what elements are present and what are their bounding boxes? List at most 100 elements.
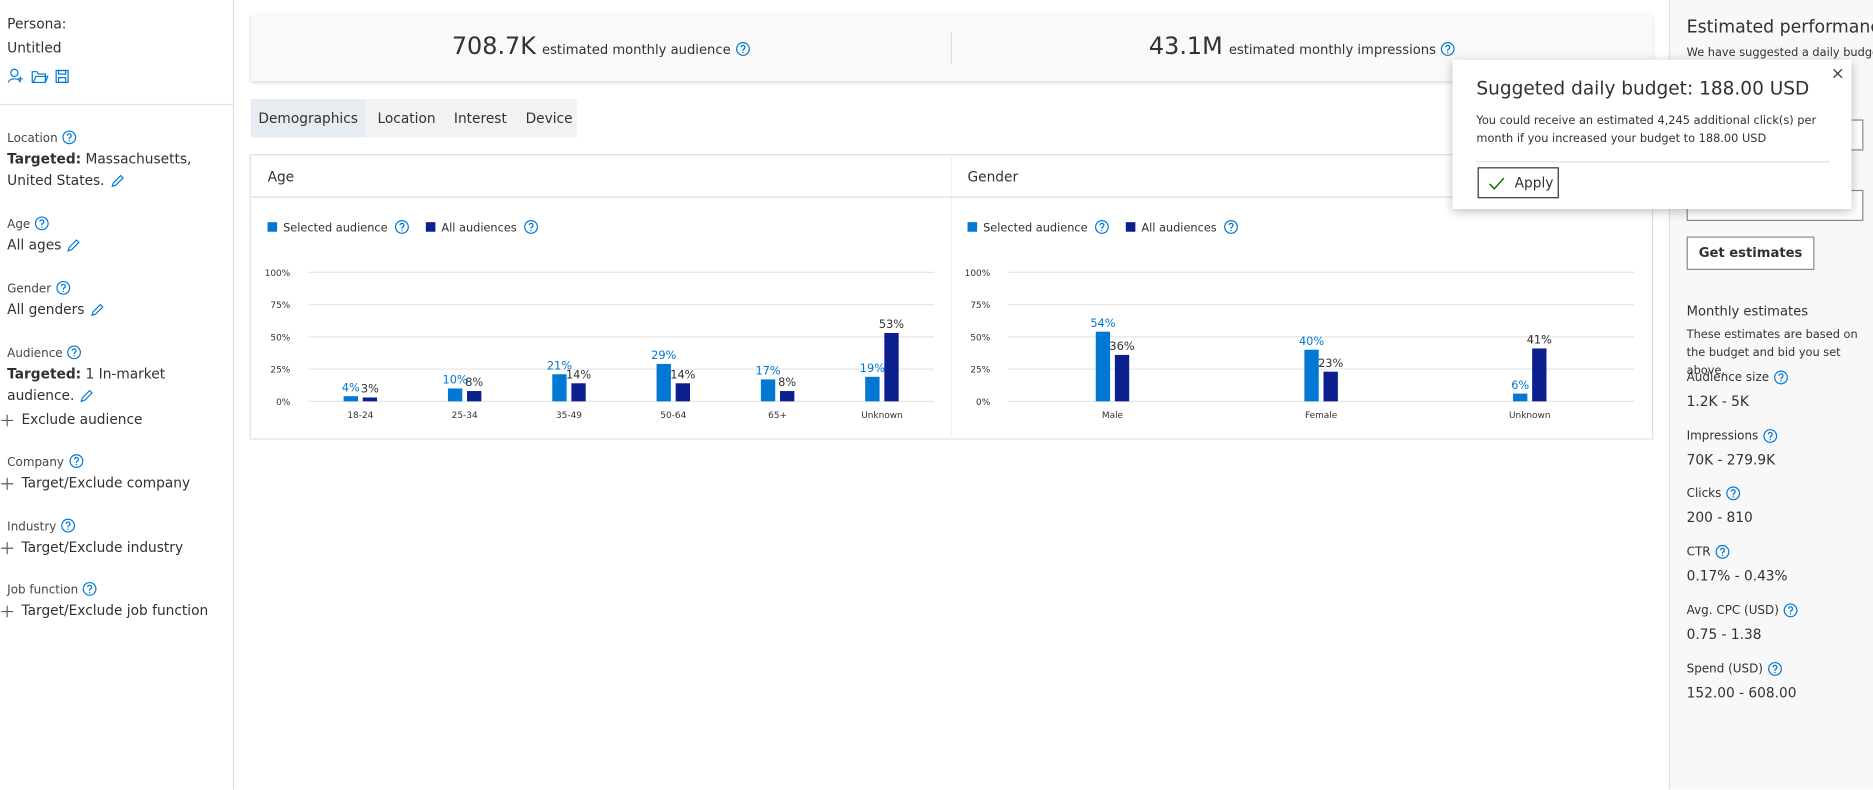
help[interactable]	[1767, 661, 1782, 676]
help[interactable]	[735, 41, 750, 56]
action[interactable]: Target/Exclude company	[21, 474, 191, 491]
plus[interactable]	[0, 604, 14, 618]
y-tick-label: 25%	[270, 366, 290, 376]
persona-actions[interactable]	[7, 68, 76, 85]
help[interactable]	[83, 581, 98, 596]
tab[interactable]: Location	[377, 109, 436, 127]
bar	[656, 363, 671, 402]
prefix: Targeted:	[7, 150, 82, 168]
help-icon[interactable]	[395, 220, 409, 234]
help-icon[interactable]	[67, 344, 82, 359]
exclude-audience[interactable]: Exclude audience	[0, 409, 186, 431]
plus[interactable]	[0, 476, 14, 490]
value-label: 41%	[1527, 333, 1552, 347]
help-icon[interactable]	[56, 280, 71, 295]
help-icon[interactable]	[1783, 603, 1798, 618]
legend-swatch	[1125, 222, 1136, 232]
action[interactable]: Exclude audience	[21, 410, 143, 428]
gender-section: Gender All genders	[7, 275, 220, 320]
plus[interactable]	[0, 541, 14, 555]
edit-icon[interactable]	[66, 238, 81, 252]
x-tick-label: 65+	[768, 411, 787, 421]
persona-name: Untitled	[7, 39, 62, 57]
edit-icon[interactable]	[79, 389, 94, 403]
action[interactable]: Target/Exclude job function	[21, 602, 209, 619]
metric-label: Audience size	[1687, 370, 1789, 385]
plus-icon[interactable]	[0, 541, 14, 555]
help[interactable]	[1440, 41, 1455, 56]
help-icon[interactable]	[1715, 545, 1730, 559]
edit[interactable]	[66, 238, 81, 252]
help-icon[interactable]	[735, 41, 750, 56]
value-label: 8%	[778, 375, 796, 389]
help-icon[interactable]	[524, 220, 538, 234]
tab-active[interactable]: Demographics	[250, 99, 366, 138]
value-label: 8%	[465, 375, 483, 389]
legend-swatch	[425, 222, 436, 232]
help-icon[interactable]	[83, 581, 98, 596]
summary-impressions: 43.1M estimated monthly impressions	[951, 31, 1653, 60]
help-icon[interactable]	[1767, 661, 1782, 676]
bar	[884, 332, 899, 402]
close-button[interactable]	[1832, 68, 1843, 79]
audience-section: Audience Targeted: 1 In-market audience.…	[1, 339, 186, 430]
help[interactable]	[69, 453, 83, 468]
help-icon[interactable]	[61, 518, 76, 532]
help[interactable]	[1715, 545, 1730, 559]
help[interactable]	[1763, 428, 1778, 443]
tab[interactable]: Interest	[453, 109, 507, 127]
value-label: 36%	[1109, 339, 1134, 353]
section-label: Industry	[7, 520, 57, 534]
value-label: 17%	[755, 364, 780, 378]
edit[interactable]	[89, 303, 104, 317]
help-icon[interactable]	[1763, 428, 1778, 443]
help-icon[interactable]	[1726, 486, 1741, 501]
x-tick-label: 35-49	[556, 411, 582, 421]
help[interactable]	[56, 280, 71, 295]
help[interactable]	[1726, 486, 1741, 501]
apply-label[interactable]: Apply	[1514, 174, 1554, 192]
help-icon[interactable]	[35, 215, 50, 230]
section-value: Targeted: Massachusetts, United States.	[7, 148, 220, 191]
help-icon[interactable]	[69, 453, 83, 468]
edit[interactable]	[109, 174, 124, 188]
bar	[571, 383, 586, 402]
metric-label: CTR	[1687, 545, 1730, 559]
location-section: Location Targeted: Massachusetts, United…	[7, 124, 220, 191]
gender-chart: Gender Selected audience All audiences 0% 25…	[950, 155, 1651, 438]
help-icon[interactable]	[1774, 370, 1788, 385]
plus-icon[interactable]	[0, 476, 14, 490]
x-tick-label: Female	[1305, 411, 1338, 421]
plus-icon[interactable]	[0, 413, 14, 427]
help[interactable]	[62, 129, 77, 144]
metric-value: 70K - 279.9K	[1686, 451, 1776, 468]
help-icon[interactable]	[1224, 220, 1238, 234]
apply-button[interactable]: Apply	[1477, 167, 1559, 199]
value-label: 29%	[651, 348, 676, 362]
metric-label: Spend (USD)	[1687, 661, 1782, 675]
value-label: 14%	[670, 368, 695, 382]
help-icon[interactable]	[62, 129, 77, 144]
edit-icon[interactable]	[89, 303, 104, 317]
metric-label: Avg. CPC (USD)	[1687, 603, 1798, 617]
plus-icon[interactable]	[0, 604, 14, 618]
help[interactable]	[67, 344, 82, 359]
help[interactable]	[1783, 603, 1798, 618]
value-label: 40%	[1299, 334, 1324, 348]
help[interactable]	[61, 518, 76, 532]
value-label: 53%	[879, 317, 904, 331]
edit[interactable]	[79, 389, 94, 403]
bar	[675, 383, 691, 402]
edit-icon[interactable]	[109, 174, 124, 188]
action[interactable]: Target/Exclude industry	[21, 538, 184, 556]
section-label: Company	[7, 456, 64, 470]
plus[interactable]	[0, 413, 14, 427]
tab[interactable]: Device	[525, 109, 573, 127]
get-estimates-button[interactable]: Get estimates	[1686, 236, 1815, 270]
help[interactable]	[35, 215, 50, 230]
help[interactable]	[1774, 370, 1788, 385]
help-icon[interactable]	[1094, 220, 1109, 234]
age-chart: Age Selected audience All audiences 0% 25% 50…	[250, 170, 951, 421]
help-icon[interactable]	[1440, 41, 1455, 56]
section-label: Job function	[7, 584, 79, 598]
